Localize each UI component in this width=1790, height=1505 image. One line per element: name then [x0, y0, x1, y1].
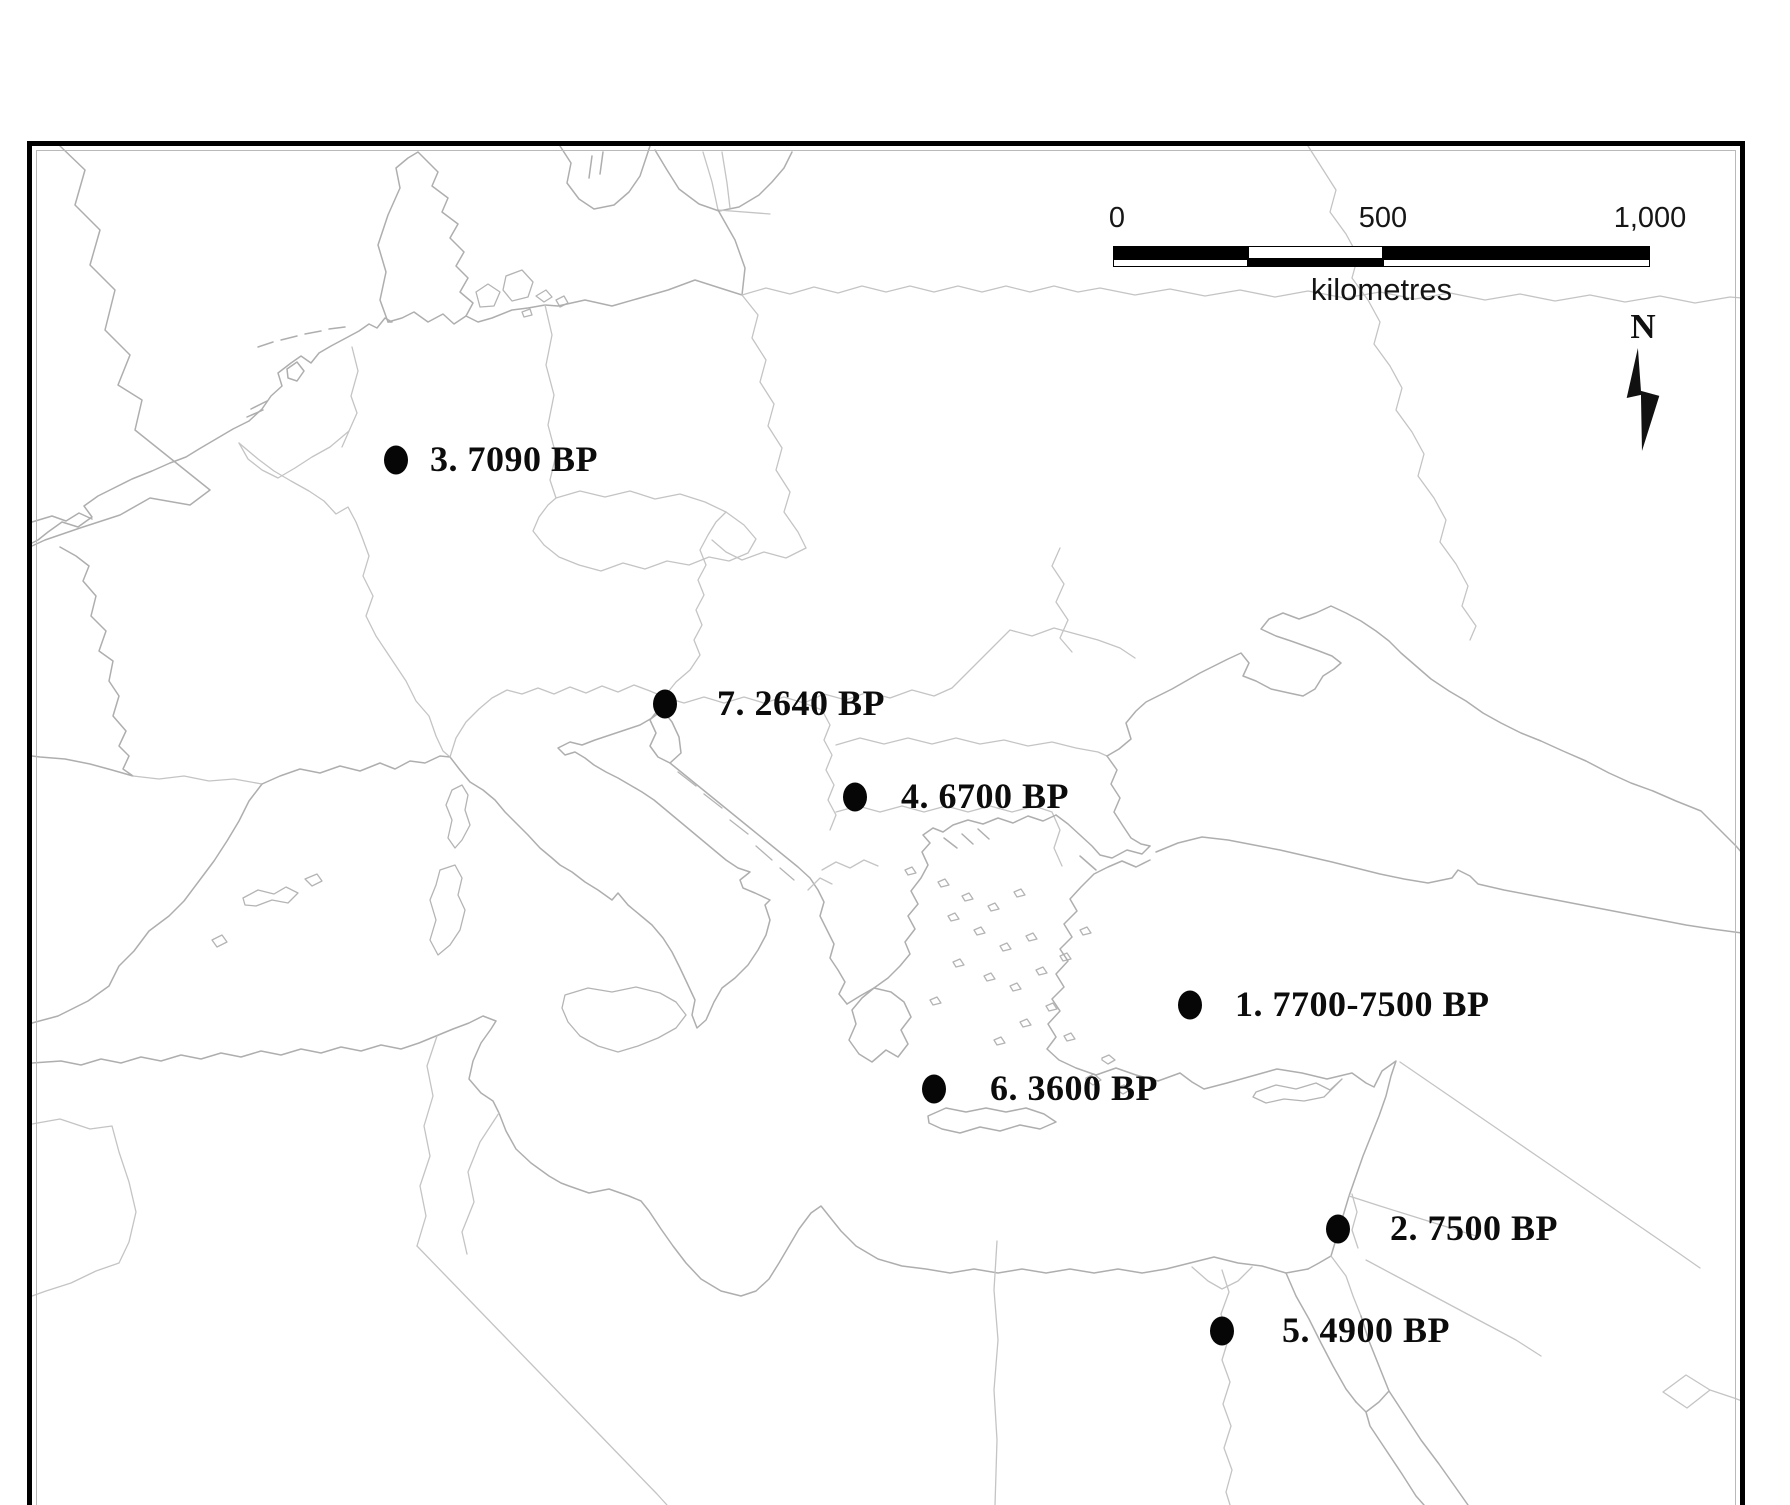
site-label: 5. 4900 BP: [1282, 1310, 1451, 1351]
site-dot-icon: [843, 782, 867, 812]
scale-bar-segments: [1113, 246, 1650, 267]
scale-bar: 0 500 1,000 kilometres: [1109, 202, 1686, 307]
scale-tick-0: 0: [1108, 202, 1126, 234]
scale-bar-tick-labels: 0 500 1,000: [1109, 202, 1686, 240]
site-dot-icon: [1178, 990, 1202, 1020]
scale-bar-unit-label: kilometres: [1310, 272, 1453, 307]
scale-tick-1000: 1,000: [1613, 202, 1687, 234]
site-label: 1. 7700-7500 BP: [1235, 984, 1490, 1025]
site-label: 2. 7500 BP: [1390, 1208, 1559, 1249]
site-dot-icon: [1326, 1214, 1350, 1244]
site-dot-icon: [384, 445, 408, 475]
north-arrow: N: [1606, 308, 1680, 452]
site-dot-icon: [653, 689, 677, 719]
north-arrow-icon: [1626, 348, 1660, 451]
scale-tick-500: 500: [1358, 202, 1408, 234]
site-dot-icon: [922, 1074, 946, 1104]
site-label: 3. 7090 BP: [430, 439, 599, 480]
north-arrow-label: N: [1630, 307, 1656, 346]
site-label: 6. 3600 BP: [990, 1068, 1159, 1109]
site-label: 7. 2640 BP: [717, 683, 886, 724]
site-label: 4. 6700 BP: [901, 776, 1070, 817]
site-dot-icon: [1210, 1316, 1234, 1346]
